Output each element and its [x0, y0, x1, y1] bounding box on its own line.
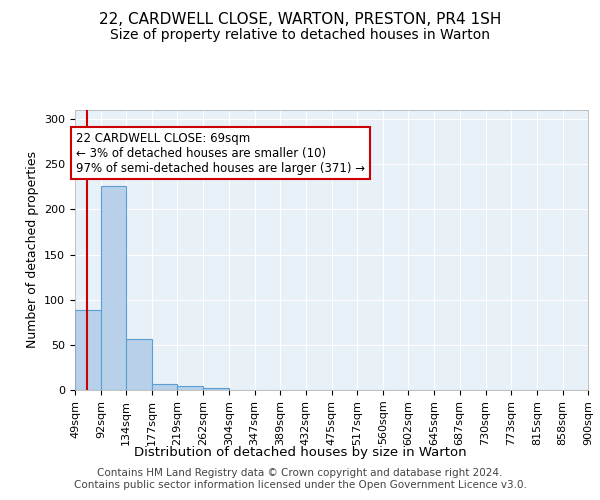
Y-axis label: Number of detached properties: Number of detached properties: [26, 152, 38, 348]
Bar: [101, 186, 126, 390]
Text: 22 CARDWELL CLOSE: 69sqm
← 3% of detached houses are smaller (10)
97% of semi-de: 22 CARDWELL CLOSE: 69sqm ← 3% of detache…: [76, 132, 365, 174]
Bar: [178, 386, 203, 390]
Bar: [126, 338, 152, 390]
Bar: [152, 384, 178, 390]
Text: Distribution of detached houses by size in Warton: Distribution of detached houses by size …: [134, 446, 466, 459]
Text: Contains public sector information licensed under the Open Government Licence v3: Contains public sector information licen…: [74, 480, 526, 490]
Text: 22, CARDWELL CLOSE, WARTON, PRESTON, PR4 1SH: 22, CARDWELL CLOSE, WARTON, PRESTON, PR4…: [99, 12, 501, 28]
Bar: [203, 388, 229, 390]
Bar: [75, 310, 101, 390]
Text: Contains HM Land Registry data © Crown copyright and database right 2024.: Contains HM Land Registry data © Crown c…: [97, 468, 503, 477]
Text: Size of property relative to detached houses in Warton: Size of property relative to detached ho…: [110, 28, 490, 42]
